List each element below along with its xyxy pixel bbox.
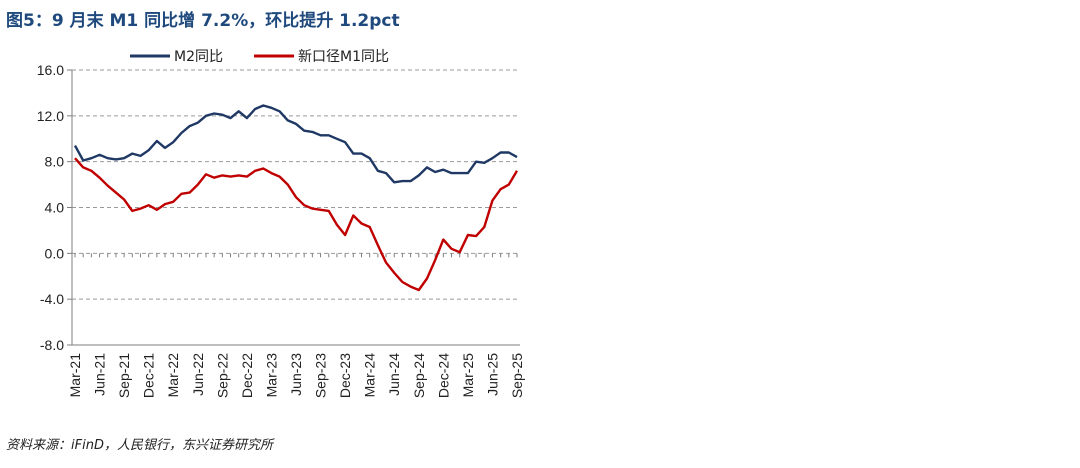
x-tick-label: Mar-21 bbox=[67, 353, 83, 398]
x-tick-label: Mar-22 bbox=[165, 353, 181, 398]
series-line-m2 bbox=[73, 104, 518, 184]
x-tick-label: Sep-21 bbox=[116, 353, 132, 398]
x-tick-label: Dec-21 bbox=[141, 353, 157, 398]
x-tick-label: Dec-22 bbox=[239, 353, 255, 398]
source-note: 资料来源：iFinD，人民银行，东兴证券研究所 bbox=[6, 438, 273, 453]
series-lines bbox=[73, 104, 519, 292]
x-tick-label: Mar-25 bbox=[460, 353, 476, 398]
x-tick-label: Dec-24 bbox=[435, 353, 451, 398]
x-tick-label: Jun-22 bbox=[190, 353, 206, 396]
x-tick-label: Sep-25 bbox=[509, 353, 525, 398]
x-tick-label: Jun-24 bbox=[386, 353, 402, 396]
series-line-m1 bbox=[74, 157, 519, 292]
grid-lines bbox=[72, 69, 520, 300]
y-tick-label: 8.0 bbox=[45, 154, 65, 170]
x-tick-label: Mar-23 bbox=[263, 353, 279, 398]
x-tick-label: Jun-25 bbox=[484, 353, 500, 396]
y-tick-label: 12.0 bbox=[37, 108, 64, 124]
legend: M2同比 新口径M1同比 bbox=[130, 49, 389, 65]
y-tick-label: 4.0 bbox=[45, 200, 65, 216]
chart-title: 图5：9 月末 M1 同比增 7.2%，环比提升 1.2pct bbox=[6, 11, 400, 31]
y-tick-label: -4.0 bbox=[40, 291, 64, 307]
y-tick-label: 0.0 bbox=[45, 245, 65, 261]
x-tick-label: Jun-23 bbox=[288, 353, 304, 396]
x-tick-label: Sep-23 bbox=[313, 353, 329, 398]
x-tick-label: Mar-24 bbox=[362, 353, 378, 398]
x-tick-label: Jun-21 bbox=[92, 353, 108, 396]
y-tick-label: -8.0 bbox=[40, 337, 64, 353]
x-tick-label: Sep-24 bbox=[411, 353, 427, 398]
x-tick-label: Dec-23 bbox=[337, 353, 353, 398]
x-tick-label: Sep-22 bbox=[214, 353, 230, 398]
y-tick-label: 16.0 bbox=[37, 62, 64, 78]
legend-label: M2同比 bbox=[174, 49, 223, 65]
legend-label: 新口径M1同比 bbox=[298, 49, 389, 65]
